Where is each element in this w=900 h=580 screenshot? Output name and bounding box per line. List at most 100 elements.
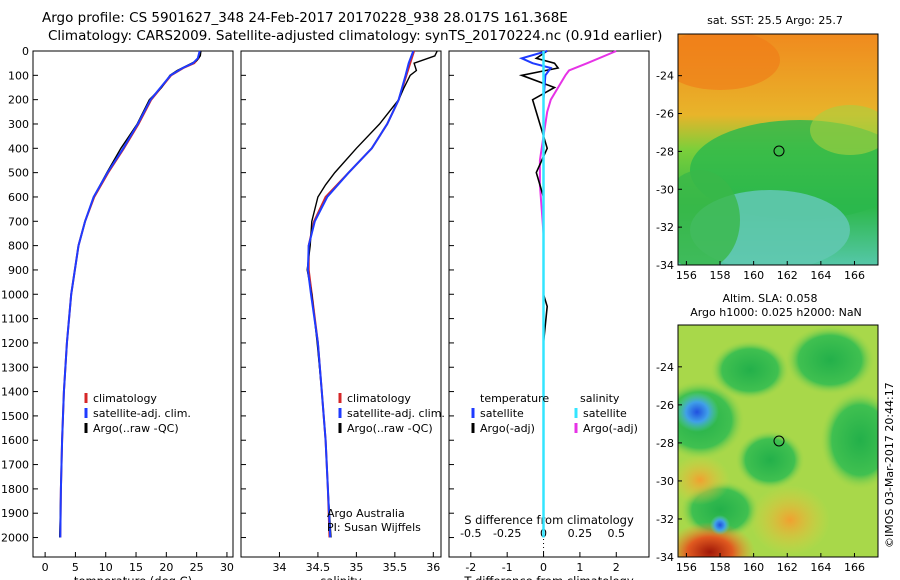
y-tick-label: 900 bbox=[8, 264, 29, 277]
map-y-tick-label: -26 bbox=[656, 399, 674, 412]
x-axis-label: salinity bbox=[320, 574, 361, 580]
map-y-tick-label: -28 bbox=[656, 145, 674, 158]
y-tick-label: 1800 bbox=[1, 483, 29, 496]
x-tick-label: 2 bbox=[613, 561, 620, 574]
y-tick-label: 1100 bbox=[1, 313, 29, 326]
credit-pi: PI: Susan Wijffels bbox=[327, 521, 421, 534]
panel-salinity: 34 34.5 35 35.5 36 salinity climatology satelli… bbox=[240, 50, 445, 580]
series-climatology-line bbox=[59, 50, 202, 538]
map-y-tick-label: -24 bbox=[656, 361, 674, 374]
map-x-tick-label: 164 bbox=[810, 269, 831, 282]
series-satellite-line bbox=[59, 50, 201, 538]
sla-map-axes: 156 158 160 162 164 166 -24 -26 -28 -30 -32 -34 bbox=[656, 361, 865, 574]
x-tick-label: 10 bbox=[99, 561, 113, 574]
y-tick-label: 600 bbox=[8, 191, 29, 204]
x-top-tick-label: 0.25 bbox=[568, 527, 593, 540]
series-argo-line bbox=[59, 50, 202, 538]
sla-map-subtitle: Argo h1000: 0.025 h2000: NaN bbox=[690, 306, 862, 319]
x-top-tick-label: -0.5 bbox=[460, 527, 481, 540]
x-tick-label: 35.5 bbox=[383, 561, 408, 574]
x-tick-label: 0 bbox=[42, 561, 49, 574]
legend-label: Argo(..raw -QC) bbox=[347, 422, 433, 435]
legend-label: satellite bbox=[583, 407, 627, 420]
series-satellite-line bbox=[306, 50, 415, 538]
figure-title-line1: Argo profile: CS 5901627_348 24-Feb-2017… bbox=[42, 10, 568, 26]
legend-label: climatology bbox=[347, 392, 411, 405]
credit-footer: Argo Australia bbox=[327, 507, 405, 520]
series-temperature-satellite-line bbox=[518, 50, 553, 538]
x-top-tick-label: 0.5 bbox=[608, 527, 626, 540]
legend-label: satellite-adj. clim. bbox=[93, 407, 191, 420]
map-y-tick-label: -34 bbox=[656, 551, 674, 564]
series-temperature-argo-line bbox=[518, 50, 560, 538]
x-tick-label: 25 bbox=[190, 561, 204, 574]
legend-label: Argo(..raw -QC) bbox=[93, 422, 179, 435]
x-tick-label: 36 bbox=[426, 561, 440, 574]
map-y-tick-label: -32 bbox=[656, 221, 674, 234]
figure-title-line2: Climatology: CARS2009. Satellite-adjuste… bbox=[48, 28, 663, 44]
y-tick-label: 100 bbox=[8, 69, 29, 82]
y-tick-label: 1300 bbox=[1, 361, 29, 374]
map-x-tick-label: 160 bbox=[743, 561, 764, 574]
y-tick-label: 700 bbox=[8, 215, 29, 228]
legend-label: Argo(-adj) bbox=[480, 422, 535, 435]
map-y-tick-label: -28 bbox=[656, 437, 674, 450]
x-tick-label: 30 bbox=[220, 561, 234, 574]
map-x-tick-label: 166 bbox=[844, 561, 865, 574]
map-y-tick-label: -32 bbox=[656, 513, 674, 526]
map-x-tick-label: 156 bbox=[676, 269, 697, 282]
sst-map-axes: 156 158 160 162 164 166 -24 -26 -28 -30 -32 -34 bbox=[656, 70, 865, 282]
legend-group-title: salinity bbox=[580, 392, 620, 405]
legend-label: satellite bbox=[480, 407, 524, 420]
sst-map: sat. SST: 25.5 Argo: 25.7 bbox=[677, 14, 879, 266]
imos-stamp: ©IMOS 03-Mar-2017 20:44:17 bbox=[883, 382, 896, 548]
panel-frame bbox=[32, 50, 234, 558]
legend-label: Argo(-adj) bbox=[583, 422, 638, 435]
legend-label: climatology bbox=[93, 392, 157, 405]
y-tick-label: 1900 bbox=[1, 507, 29, 520]
x-tick-label: 0 bbox=[540, 561, 547, 574]
y-tick-label: 500 bbox=[8, 167, 29, 180]
y-tick-label: 400 bbox=[8, 142, 29, 155]
sst-map-title: sat. SST: 25.5 Argo: 25.7 bbox=[707, 14, 843, 27]
x-tick-label: 20 bbox=[159, 561, 173, 574]
map-x-tick-label: 156 bbox=[676, 561, 697, 574]
y-tick-label: 1000 bbox=[1, 288, 29, 301]
map-x-tick-label: 158 bbox=[710, 561, 731, 574]
panel-differences: -2 -1 0 1 2T difference from climatology -0.5… bbox=[448, 50, 650, 580]
x-tick-label: 34 bbox=[272, 561, 286, 574]
x-tick-label: 15 bbox=[129, 561, 143, 574]
y-tick-label: 2000 bbox=[1, 532, 29, 545]
x-tick-label: 1 bbox=[576, 561, 583, 574]
map-x-tick-label: 166 bbox=[844, 269, 865, 282]
panel-frame bbox=[240, 50, 442, 558]
map-x-tick-label: 162 bbox=[777, 561, 798, 574]
map-y-tick-label: -26 bbox=[656, 108, 674, 121]
map-x-tick-label: 164 bbox=[810, 561, 831, 574]
series-climatology-line bbox=[307, 50, 416, 538]
sla-map-title: Altim. SLA: 0.058 bbox=[722, 292, 817, 305]
map-y-tick-label: -24 bbox=[656, 70, 674, 83]
x-top-axis-label: S difference from climatology bbox=[464, 513, 634, 527]
y-tick-label: 1400 bbox=[1, 386, 29, 399]
y-tick-label: 300 bbox=[8, 118, 29, 131]
map-y-tick-label: -30 bbox=[656, 475, 674, 488]
legend-group-title: temperature bbox=[480, 392, 549, 405]
map-x-tick-label: 162 bbox=[777, 269, 798, 282]
map-y-tick-label: -34 bbox=[656, 259, 674, 272]
x-top-tick-label: -0.25 bbox=[493, 527, 521, 540]
legend-label: satellite-adj. clim. bbox=[347, 407, 445, 420]
x-tick-label: 5 bbox=[72, 561, 79, 574]
sst-argo-marker bbox=[773, 145, 785, 157]
y-tick-label: 800 bbox=[8, 240, 29, 253]
x-tick-label: 35 bbox=[349, 561, 363, 574]
sla-argo-marker bbox=[773, 435, 785, 447]
y-tick-label: 200 bbox=[8, 94, 29, 107]
y-tick-label: 1600 bbox=[1, 434, 29, 447]
x-tick-label: -2 bbox=[465, 561, 476, 574]
panel-temperature: 0 5 10 15 20 25 300100200300400500600700800900… bbox=[1, 45, 234, 580]
y-tick-label: 1200 bbox=[1, 337, 29, 350]
x-tick-label: 34.5 bbox=[306, 561, 331, 574]
map-x-tick-label: 158 bbox=[710, 269, 731, 282]
